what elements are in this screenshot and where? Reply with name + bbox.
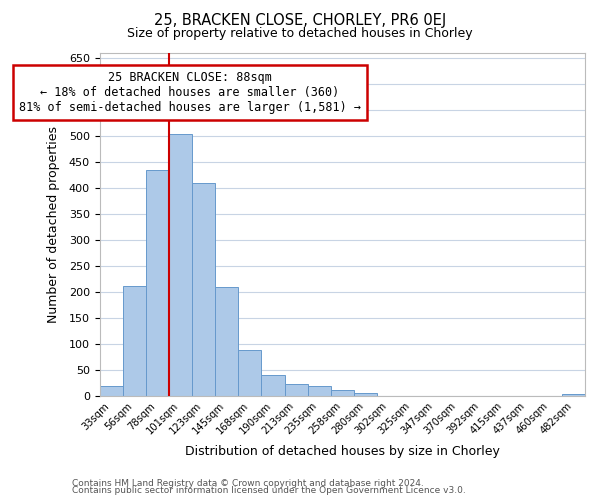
Bar [169, 134, 192, 396]
X-axis label: Distribution of detached houses by size in Chorley: Distribution of detached houses by size … [185, 444, 500, 458]
Bar [262, 375, 284, 396]
Bar [284, 384, 308, 396]
Text: 25, BRACKEN CLOSE, CHORLEY, PR6 0EJ: 25, BRACKEN CLOSE, CHORLEY, PR6 0EJ [154, 12, 446, 28]
Bar [562, 394, 585, 396]
Bar [215, 286, 238, 396]
Bar [146, 170, 169, 396]
Text: 25 BRACKEN CLOSE: 88sqm
← 18% of detached houses are smaller (360)
81% of semi-d: 25 BRACKEN CLOSE: 88sqm ← 18% of detache… [19, 70, 361, 114]
Text: Contains HM Land Registry data © Crown copyright and database right 2024.: Contains HM Land Registry data © Crown c… [72, 478, 424, 488]
Bar [238, 350, 262, 396]
Text: Size of property relative to detached houses in Chorley: Size of property relative to detached ho… [127, 28, 473, 40]
Bar [308, 386, 331, 396]
Bar [331, 390, 354, 396]
Bar [192, 182, 215, 396]
Y-axis label: Number of detached properties: Number of detached properties [47, 126, 61, 322]
Bar [100, 386, 123, 396]
Bar [354, 393, 377, 396]
Text: Contains public sector information licensed under the Open Government Licence v3: Contains public sector information licen… [72, 486, 466, 495]
Bar [123, 286, 146, 396]
